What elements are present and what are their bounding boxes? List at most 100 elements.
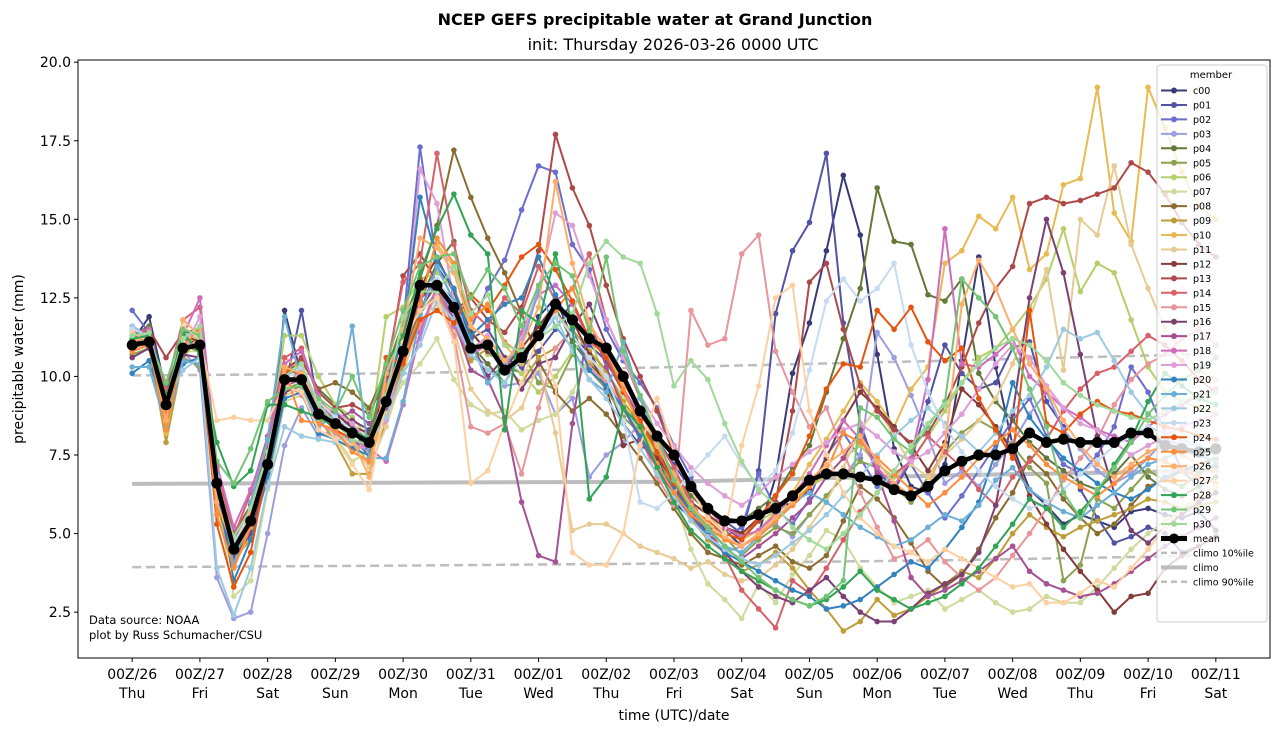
data-point-p09 <box>874 596 880 603</box>
y-tick-label: 20.0 <box>40 55 71 71</box>
legend-marker <box>1171 246 1177 253</box>
legend-marker <box>1171 492 1177 499</box>
x-tick-label: 00Z/02 <box>581 667 631 683</box>
data-point-p27 <box>451 339 457 345</box>
legend-marker <box>1171 318 1177 325</box>
data-point-p14 <box>484 323 491 329</box>
data-point-p03 <box>992 461 999 468</box>
x-tick-label: 00Z/29 <box>310 667 360 683</box>
data-point-p06 <box>975 354 982 361</box>
data-point-mean <box>820 468 832 480</box>
data-point-p21 <box>840 511 847 518</box>
legend-item-p12: p12 <box>1161 259 1211 270</box>
data-point-p20 <box>823 606 830 612</box>
data-point-p07 <box>1111 565 1118 571</box>
data-point-p16 <box>1145 540 1151 546</box>
data-point-p06 <box>535 389 542 395</box>
data-point-mean <box>126 339 138 351</box>
data-point-p28 <box>1043 505 1050 512</box>
data-point-p13 <box>1111 185 1118 191</box>
data-point-p17 <box>552 559 559 565</box>
data-point-p20 <box>1094 480 1101 487</box>
legend-label: mean <box>1193 534 1220 545</box>
data-point-p14 <box>451 241 457 248</box>
data-point-p14 <box>1094 370 1101 377</box>
data-point-p21 <box>1128 474 1134 480</box>
data-point-p19 <box>1060 405 1067 411</box>
data-point-p24 <box>823 386 830 392</box>
data-point-p07 <box>535 417 542 424</box>
data-point-p24 <box>1077 411 1084 417</box>
data-point-p01 <box>298 307 305 314</box>
data-point-p26 <box>874 458 880 465</box>
x-tick-day: Tue <box>932 686 957 702</box>
data-point-p07 <box>434 335 440 342</box>
y-tick-label: 17.5 <box>40 134 71 150</box>
data-point-p16 <box>823 574 830 581</box>
x-tick-label: 00Z/07 <box>920 667 970 683</box>
data-point-p07 <box>705 581 711 587</box>
data-point-p03 <box>1094 467 1101 474</box>
x-tick-day: Sun <box>322 686 349 702</box>
data-point-p22 <box>501 379 508 386</box>
data-point-p28 <box>501 427 508 433</box>
data-point-c00 <box>806 320 813 326</box>
x-tick-day: Sat <box>256 686 279 702</box>
data-point-p05 <box>1111 505 1118 512</box>
data-point-p29 <box>908 449 914 455</box>
data-point-p12 <box>1043 521 1050 527</box>
data-point-mean <box>770 502 782 514</box>
legend-label: p04 <box>1193 144 1211 155</box>
data-point-p01 <box>1043 398 1050 405</box>
data-point-p28 <box>992 543 999 549</box>
data-point-p28 <box>654 464 660 471</box>
data-point-p25 <box>163 427 169 433</box>
data-point-p28 <box>552 251 559 257</box>
data-point-p16 <box>1128 527 1134 534</box>
data-point-p04 <box>874 185 880 191</box>
data-point-p29 <box>806 603 813 609</box>
x-axis: 00Z/26 Thu 00Z/27 Fri 00Z/28 Sat 00Z/29 Sun 00Z/… <box>107 658 1241 702</box>
data-point-p18 <box>1026 373 1033 380</box>
data-point-p23 <box>908 342 914 348</box>
data-point-p09 <box>535 354 542 361</box>
data-point-p09 <box>975 574 982 581</box>
data-point-p30 <box>1077 392 1084 399</box>
data-point-p07 <box>230 593 237 600</box>
data-point-p26 <box>214 499 220 505</box>
data-point-p01 <box>1111 540 1118 546</box>
data-point-p17 <box>349 408 356 414</box>
data-point-p08 <box>451 147 457 153</box>
legend-item-p20: p20 <box>1161 375 1211 386</box>
data-point-p14 <box>789 577 796 584</box>
data-point-p27 <box>332 436 339 443</box>
data-point-p08 <box>806 565 813 571</box>
x-tick-day: Thu <box>592 686 619 702</box>
data-point-p13 <box>1077 197 1084 204</box>
data-point-mean <box>719 515 731 527</box>
legend-item-p16: p16 <box>1161 317 1211 328</box>
data-point-p07 <box>417 361 423 367</box>
legend-label: p11 <box>1193 245 1211 256</box>
data-point-p26 <box>180 317 186 323</box>
legend-label: p03 <box>1193 129 1211 140</box>
data-point-p25 <box>671 489 677 496</box>
data-point-p27 <box>214 417 220 424</box>
data-point-p25 <box>942 489 948 496</box>
data-point-p30 <box>1009 335 1016 342</box>
legend-label: p18 <box>1193 346 1211 357</box>
data-point-mean <box>228 543 240 555</box>
data-point-p30 <box>721 420 728 427</box>
data-point-p13 <box>535 247 542 254</box>
data-point-p30 <box>789 524 796 531</box>
data-point-p11 <box>1145 285 1151 292</box>
legend-label: p29 <box>1193 505 1211 516</box>
data-point-p11 <box>586 521 593 527</box>
data-point-p27 <box>1145 546 1151 553</box>
data-point-p24 <box>874 307 880 314</box>
legend-marker <box>1171 130 1177 137</box>
data-point-p14 <box>1009 474 1016 480</box>
data-point-p17 <box>755 543 762 549</box>
data-point-p07 <box>721 596 728 603</box>
data-point-p27 <box>586 562 593 568</box>
